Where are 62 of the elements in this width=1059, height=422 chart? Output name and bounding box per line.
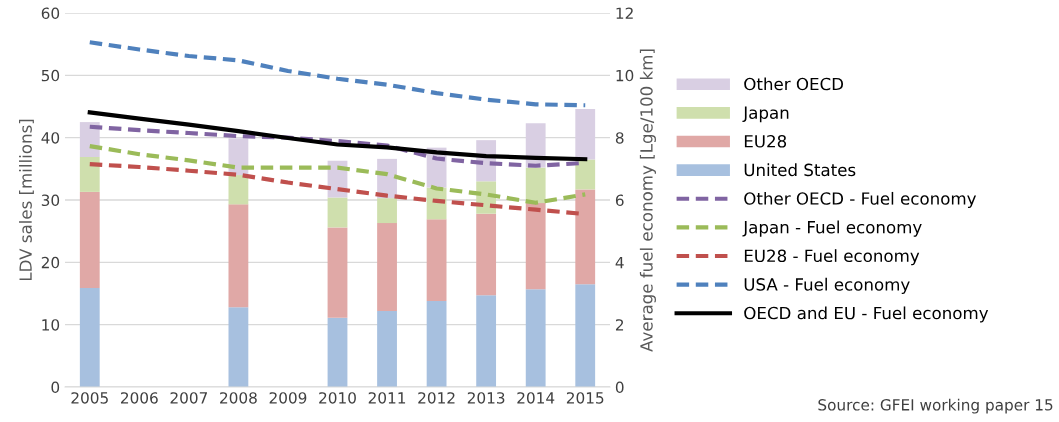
bar [327,227,348,318]
y-tick-label: 0 [51,381,60,394]
x-tick-label: 2007 [170,392,207,404]
y2-tick-label: 0 [615,381,624,394]
x-tick-label: 2006 [121,392,158,404]
bar [525,289,546,387]
bar [377,198,397,224]
x-tick-label: 2008 [220,392,257,404]
bar [575,189,596,285]
y-tick-label: 20 [41,256,60,269]
legend-label: Other OECD [744,77,844,91]
x-tick-label: 2011 [368,392,406,404]
bar [79,191,100,288]
y-tick-label: 40 [41,132,60,144]
legend-label: EU28 - Fuel economy [744,249,920,266]
line-series [87,110,588,162]
line-series [87,143,588,205]
y2-tick-label: 12 [616,7,633,19]
y2-axis-title: Average fuel economy [Lge/100 km] [639,49,656,352]
bar [327,197,348,228]
bar [575,159,596,190]
y-tick-label: 50 [41,69,60,82]
x-tick-label: 2014 [517,392,555,404]
y-tick-label: 30 [41,194,60,207]
bar [228,204,249,308]
legend-label: Japan - Fuel economy [742,220,922,237]
legend-label: USA - Fuel economy [744,277,910,294]
bar [476,213,497,296]
bar [228,175,249,205]
x-tick-label: 2013 [467,392,505,404]
bar [426,300,447,387]
x-tick-label: 2009 [269,392,307,404]
legend-label: Other OECD - Fuel economy [744,191,977,209]
bar [525,167,546,204]
bar [228,307,249,387]
bar [476,295,497,387]
y2-tick-label: 6 [615,194,624,207]
bar [525,203,546,290]
y2-tick-label: 4 [615,257,624,269]
y2-tick-label: 2 [615,319,624,331]
x-tick-label: 2015 [566,392,604,404]
y-tick-label: 60 [41,7,60,20]
bar [327,317,348,387]
bar [377,223,397,311]
x-tick-label: 2010 [319,392,356,404]
bar [377,310,397,387]
bar [575,284,596,387]
bar [79,287,100,387]
x-tick-label: 2012 [418,392,455,404]
legend-label: EU28 [744,134,787,148]
y2-tick-label: 8 [615,132,624,144]
y2-tick-label: 10 [616,69,634,82]
legend-label: United States [744,163,856,177]
y-axis-title: LDV sales [millions] [19,119,34,281]
legend-label: OECD and EU - Fuel economy [744,306,989,323]
y-tick-label: 10 [42,319,60,331]
bar [79,156,100,192]
source-note: Source: GFEI working paper 15 [818,398,1053,414]
legend-label: Japan [742,106,789,123]
bar [426,219,447,301]
line-series [87,40,588,108]
x-tick-label: 2005 [71,392,108,404]
